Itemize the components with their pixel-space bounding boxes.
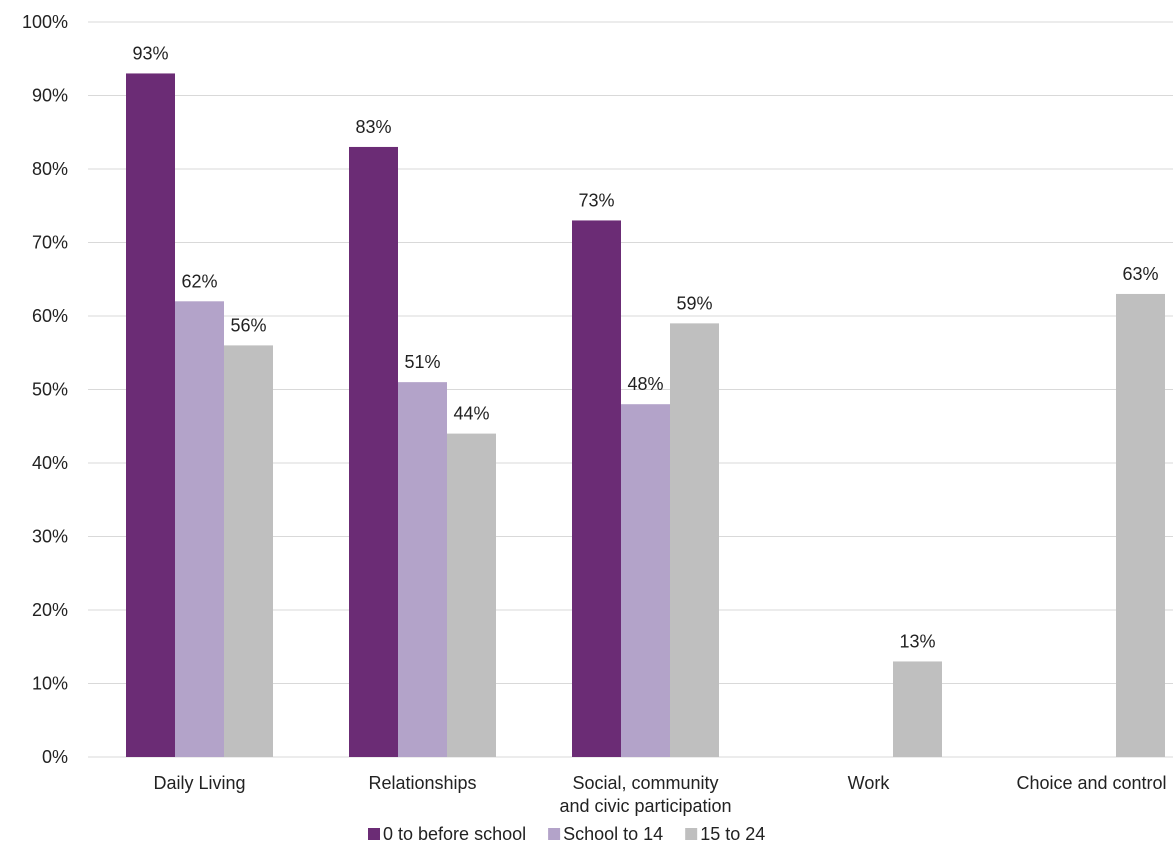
- bar: [447, 433, 496, 757]
- bar: [398, 382, 447, 757]
- data-label: 73%: [578, 190, 614, 210]
- y-tick-label: 50%: [32, 380, 68, 400]
- data-label: 63%: [1122, 264, 1158, 284]
- x-category-label: and civic participation: [559, 796, 731, 816]
- bar: [175, 301, 224, 757]
- y-tick-label: 0%: [42, 747, 68, 767]
- y-tick-label: 10%: [32, 674, 68, 694]
- x-category-label: Work: [848, 773, 891, 793]
- data-label: 62%: [181, 271, 217, 291]
- y-tick-label: 100%: [22, 12, 68, 32]
- bar: [349, 146, 398, 757]
- legend-label: 0 to before school: [383, 824, 526, 844]
- bar: [1116, 293, 1165, 757]
- legend-swatch: [685, 828, 698, 840]
- data-label: 44%: [453, 404, 489, 424]
- bars: [126, 73, 1165, 757]
- y-tick-label: 90%: [32, 86, 68, 106]
- bar: [126, 73, 175, 757]
- data-label: 83%: [355, 117, 391, 137]
- data-label: 13%: [899, 631, 935, 651]
- legend-label: 15 to 24: [700, 824, 765, 844]
- y-tick-label: 80%: [32, 159, 68, 179]
- legend-swatch: [368, 828, 380, 840]
- bar: [621, 404, 670, 757]
- x-category-label: Daily Living: [153, 773, 245, 793]
- bar: [670, 323, 719, 757]
- data-label: 51%: [404, 352, 440, 372]
- data-label: 56%: [230, 315, 266, 335]
- bar: [224, 345, 273, 757]
- x-axis-categories: Daily Living Relationships Social, communi…: [153, 773, 1166, 816]
- legend-label: School to 14: [563, 824, 663, 844]
- y-tick-label: 40%: [32, 453, 68, 473]
- legend-swatch: [548, 828, 561, 840]
- data-label: 48%: [627, 374, 663, 394]
- y-tick-label: 60%: [32, 306, 68, 326]
- data-label: 93%: [132, 43, 168, 63]
- y-tick-label: 70%: [32, 233, 68, 253]
- y-tick-label: 30%: [32, 527, 68, 547]
- y-tick-label: 20%: [32, 600, 68, 620]
- data-label: 59%: [676, 293, 712, 313]
- x-category-label: Relationships: [368, 773, 476, 793]
- bar: [572, 220, 621, 757]
- data-labels: 93% 62% 56% 83% 51% 44% 73% 48% 59% 13% 63%: [132, 43, 1158, 651]
- y-axis-ticks: 0% 10% 20% 30% 40% 50% 60% 70% 80% 90% 100%: [22, 12, 68, 767]
- legend: 0 to before school School to 14 15 to 24: [368, 824, 765, 844]
- x-category-label: Social, community: [572, 773, 718, 793]
- x-category-label: Choice and control: [1016, 773, 1166, 793]
- bar: [893, 661, 942, 757]
